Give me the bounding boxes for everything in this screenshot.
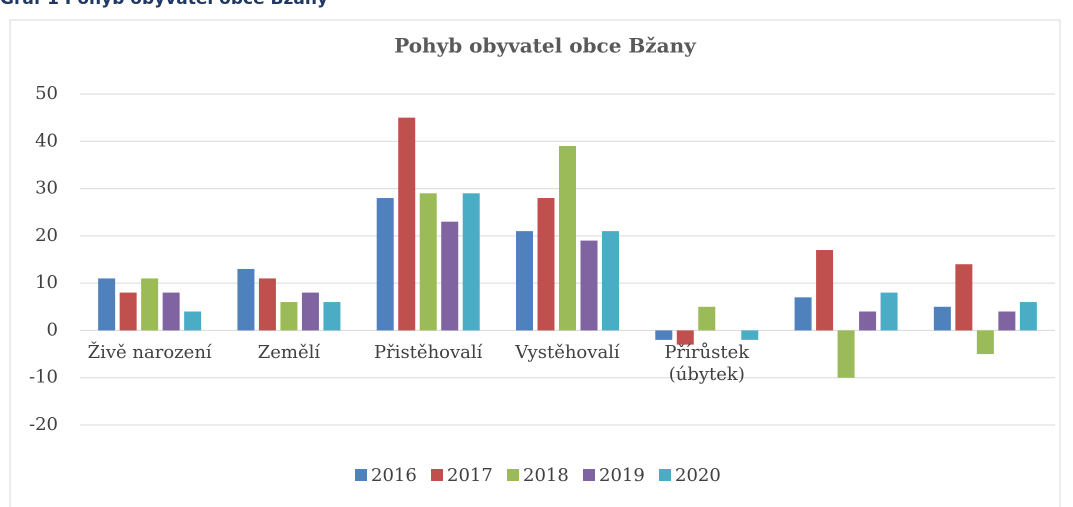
bar [419,193,437,331]
bar [794,297,812,331]
y-tick-label: 40 [35,130,58,151]
bar [933,306,951,331]
bar [837,330,855,378]
bar [141,278,159,331]
bar [602,231,619,331]
bar [323,302,341,331]
bar [880,292,898,331]
legend-swatch [355,469,367,481]
bar [237,268,255,331]
bar [537,198,555,331]
legend-label: 2016 [371,465,417,486]
x-tick-label: Přistěhovalí [373,342,483,364]
y-tick-label: 50 [35,83,58,104]
bar [676,330,694,345]
bar [1019,302,1037,331]
bar [816,250,834,331]
bar [376,198,394,331]
bar [258,278,276,331]
bar [655,330,673,340]
chart-title: Pohyb obyvatel obce Bžany [394,34,697,58]
bar [516,231,533,331]
legend-label: 2020 [675,465,721,486]
bar [559,146,576,331]
chart-border [9,19,1061,507]
bar [580,240,598,331]
legend-label: 2017 [447,465,493,486]
legend-label: 2018 [523,465,569,486]
y-tick-label: -20 [29,414,58,435]
bar [462,193,480,331]
bar [998,311,1016,331]
x-tick-label: Vystěhovalí [515,342,620,364]
bar [441,221,459,331]
y-tick-label: 0 [47,319,58,340]
legend-label: 2019 [599,465,645,486]
bar [698,306,716,331]
x-tick-label: Zemělí [257,342,321,364]
legend-swatch [431,469,443,481]
bar [955,264,973,331]
legend-swatch [659,469,671,481]
x-tick-label: Přírůstek (úbytek) [664,342,750,386]
bar [398,117,416,331]
bar [859,311,877,331]
bar [184,311,202,331]
y-tick-label: -10 [29,367,58,388]
y-tick-label: 10 [35,272,58,293]
legend-swatch [507,469,519,481]
bar [280,302,298,331]
bar [301,292,319,331]
bar [119,292,137,331]
legend-swatch [583,469,595,481]
bar [741,330,759,340]
y-tick-label: 30 [35,178,58,199]
y-tick-label: 20 [35,225,58,246]
bar [162,292,180,331]
x-tick-label: Živě narození [87,342,212,364]
bar [976,330,994,355]
caption: Graf 1 Pohyb obyvatel obce Bžany [0,0,328,9]
bar [98,278,116,331]
